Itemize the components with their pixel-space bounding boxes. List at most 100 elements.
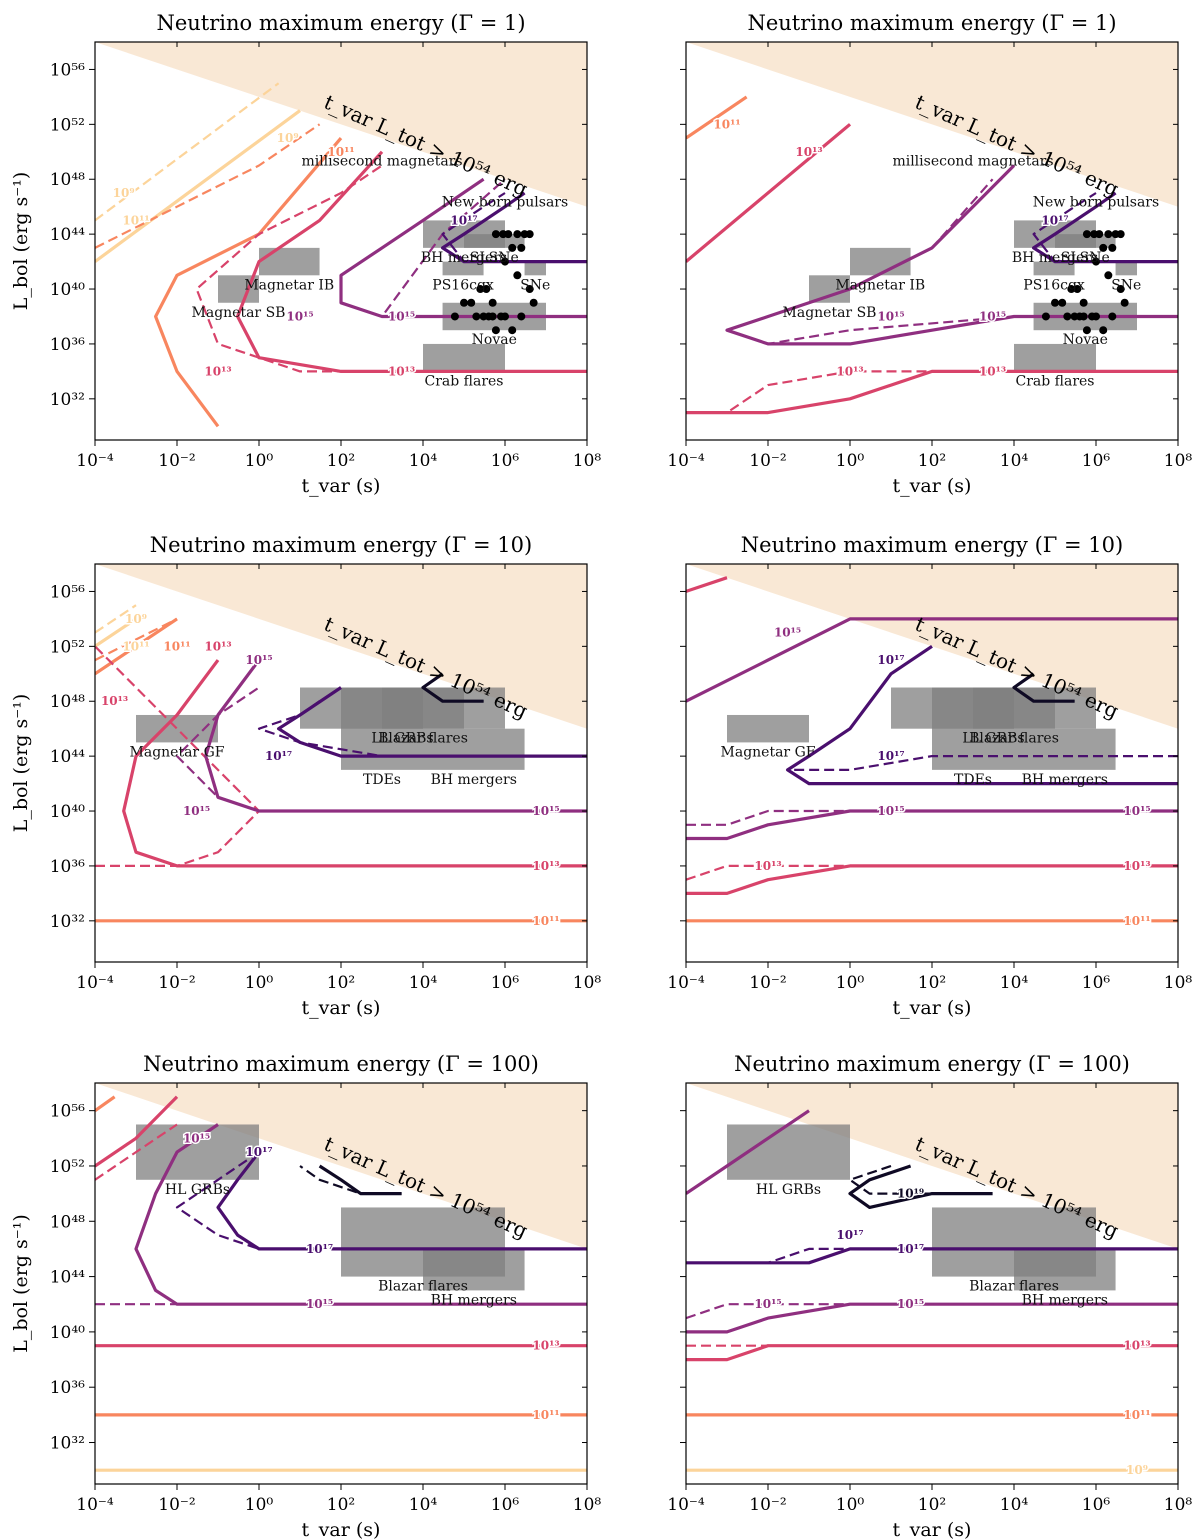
contour-label: 10¹³: [532, 859, 559, 873]
series-line: [725, 178, 1178, 345]
data-point: [491, 326, 500, 335]
contour-label: 10¹⁵: [877, 309, 904, 323]
series-line: [1032, 192, 1178, 263]
contour-label: 10¹⁵: [774, 626, 801, 640]
data-point: [1116, 285, 1125, 294]
source-region: [259, 247, 320, 276]
region-label: HL GRBs: [756, 1182, 821, 1198]
contour-label: 10¹¹: [1123, 914, 1150, 928]
contour-label: 10¹¹: [532, 1408, 559, 1422]
data-point: [476, 285, 485, 294]
source-region: [423, 1248, 525, 1291]
region-label: PS16cgx: [1023, 277, 1085, 293]
data-point: [1082, 326, 1091, 335]
x-tick-label: 10⁶: [1082, 973, 1111, 993]
data-point: [472, 312, 481, 321]
series-line: [686, 95, 748, 140]
y-tick-label: 10³²: [50, 390, 85, 410]
series-line: [95, 109, 301, 263]
region-label: Novae: [1063, 332, 1108, 348]
x-tick-label: 10⁸: [1164, 1495, 1193, 1515]
contour-label: 10¹⁵: [388, 309, 415, 323]
series-line: [1012, 672, 1075, 703]
source-region: [423, 343, 505, 372]
data-point: [501, 312, 509, 321]
series-line: [175, 1151, 587, 1250]
x-tick-label: 10⁴: [1000, 1495, 1029, 1515]
contour-label: 10¹⁵: [532, 804, 559, 818]
contour-label: 10¹¹: [163, 639, 190, 653]
data-point: [1063, 312, 1072, 321]
contour-label: 10¹³: [754, 859, 781, 873]
contour-label: 10¹⁵: [286, 309, 313, 323]
series-line: [686, 1109, 810, 1195]
contour-label: 10¹³: [204, 364, 231, 378]
series-line: [175, 686, 587, 813]
series-line: [421, 672, 484, 703]
data-point: [467, 298, 476, 307]
series-line: [686, 369, 1178, 415]
panel-title: Neutrino maximum energy (Γ = 10): [150, 533, 532, 557]
x-tick-label: 10⁻⁴: [667, 1495, 705, 1515]
x-tick-label: 10⁶: [1082, 1495, 1111, 1515]
source-region: [1115, 261, 1137, 276]
region-label: TDEs: [363, 772, 401, 788]
contour-label: 10¹¹: [327, 145, 354, 159]
contour-label: 10¹¹: [532, 914, 559, 928]
series-line: [686, 1344, 1178, 1362]
x-tick-label: 10⁻²: [749, 973, 786, 993]
data-point: [517, 243, 526, 252]
data-point: [1079, 298, 1088, 307]
data-point: [529, 298, 538, 307]
y-tick-label: 10³²: [50, 912, 85, 932]
contour-label: 10⁹: [113, 186, 135, 200]
source-region: [136, 1124, 259, 1180]
y-tick-label: 10⁵⁶: [50, 1102, 85, 1122]
series-line: [686, 1247, 1178, 1264]
series-line: [95, 617, 137, 648]
series-line: [299, 1165, 402, 1195]
region-label: BH mergers: [421, 250, 507, 266]
contour-label: 10¹³: [204, 639, 231, 653]
source-text-label: New born pulsars: [1033, 195, 1159, 211]
series-line: [686, 1303, 1178, 1320]
x-tick-label: 10⁸: [1164, 973, 1193, 993]
contour-label: 10¹⁷: [245, 1145, 272, 1159]
data-point: [517, 312, 526, 321]
data-point: [450, 312, 459, 321]
region-label: HL GRBs: [165, 1182, 230, 1198]
panel-title: Neutrino maximum energy (Γ = 10): [741, 533, 1123, 557]
contour-label: 10¹¹: [122, 213, 149, 227]
source-region: [1014, 343, 1096, 372]
x-tick-label: 10⁻²: [749, 1495, 786, 1515]
x-tick-label: 10⁸: [573, 973, 602, 993]
y-axis-label: L_bol (erg s⁻¹): [10, 172, 32, 311]
y-tick-label: 10⁴⁸: [50, 692, 85, 712]
data-point: [1120, 298, 1129, 307]
contour-label: 10¹⁹: [897, 1187, 924, 1201]
x-tick-label: 10⁻²: [158, 973, 195, 993]
contour-label: 10⁹: [125, 612, 147, 626]
y-tick-label: 10³⁶: [50, 1378, 85, 1398]
region-label: BH mergers: [431, 772, 517, 788]
data-point: [508, 243, 517, 252]
series-line: [95, 604, 137, 634]
series-line: [95, 1095, 179, 1168]
source-region: [850, 247, 911, 276]
contour-label: 10¹⁵: [979, 309, 1006, 323]
x-tick-label: 10⁻⁴: [76, 1495, 114, 1515]
series-line: [154, 137, 343, 428]
series-line: [848, 1164, 993, 1195]
region-label: BH mergers: [431, 1292, 517, 1308]
region-label: BH mergers: [1022, 1292, 1108, 1308]
source-text-label: millisecond magnetars: [892, 154, 1053, 170]
region-label: Blazar flares: [969, 1279, 1059, 1295]
contour-label: 10¹⁷: [450, 213, 477, 227]
contour-label: 10¹¹: [122, 639, 149, 653]
data-point: [513, 230, 522, 239]
x-tick-label: 10⁶: [491, 1495, 520, 1515]
panel-title: Neutrino maximum energy (Γ = 100): [734, 1052, 1130, 1076]
